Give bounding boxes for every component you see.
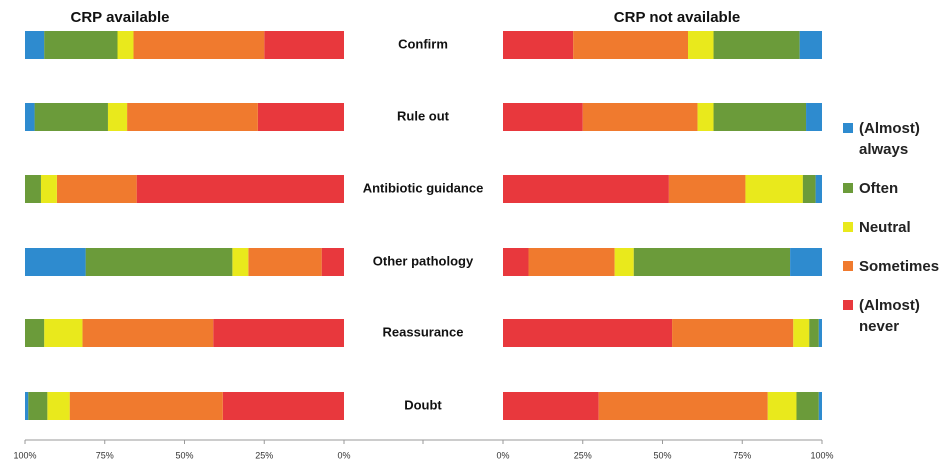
bar-segment xyxy=(799,31,822,59)
bar-segment xyxy=(688,31,714,59)
x-tick-label: 0% xyxy=(496,450,509,460)
legend-item: (Almost) never xyxy=(843,295,946,337)
bar-segment xyxy=(802,175,816,203)
legend-item: Neutral xyxy=(843,217,946,238)
legend-swatch xyxy=(843,300,853,310)
legend-swatch xyxy=(843,183,853,193)
bar-segment xyxy=(528,248,615,276)
bar-segment xyxy=(790,248,822,276)
x-tick-label: 75% xyxy=(733,450,751,460)
bar-segment xyxy=(264,31,344,59)
panel-title: CRP available xyxy=(71,9,170,26)
legend-item: Often xyxy=(843,178,946,199)
bar-segment xyxy=(107,103,128,131)
legend-item: Sometimes xyxy=(843,256,946,277)
bar-segment xyxy=(713,103,807,131)
legend-label: (Almost) always xyxy=(859,120,920,158)
bar-segment xyxy=(34,103,108,131)
bar-segment xyxy=(82,319,214,347)
category-label: Rule out xyxy=(397,108,450,123)
panel-title: CRP not available xyxy=(614,9,740,26)
legend-swatch xyxy=(843,261,853,271)
bar-segment xyxy=(133,31,265,59)
category-label: Confirm xyxy=(398,36,448,51)
bar-segment xyxy=(248,248,322,276)
bar-segment xyxy=(503,392,599,420)
x-tick-label: 75% xyxy=(96,450,114,460)
bar-segment xyxy=(40,175,57,203)
bar-segment xyxy=(25,392,29,420)
bar-segment xyxy=(806,103,822,131)
legend-swatch xyxy=(843,222,853,232)
bar-segment xyxy=(25,248,86,276)
bar-segment xyxy=(44,31,118,59)
bar-segment xyxy=(796,392,819,420)
bar-segment xyxy=(47,392,70,420)
bar-segment xyxy=(818,319,822,347)
x-tick-label: 100% xyxy=(810,450,833,460)
legend-label: Neutral xyxy=(859,219,911,236)
bar-segment xyxy=(767,392,797,420)
bar-segment xyxy=(815,175,822,203)
category-label: Antibiotic guidance xyxy=(363,180,484,195)
bar-segment xyxy=(633,248,791,276)
bar-segment xyxy=(713,31,800,59)
bar-segment xyxy=(117,31,134,59)
bar-segment xyxy=(257,103,344,131)
legend-label: Often xyxy=(859,180,899,197)
bar-segment xyxy=(127,103,258,131)
bar-segment xyxy=(25,175,41,203)
bar-segment xyxy=(793,319,810,347)
bar-segment xyxy=(697,103,714,131)
bar-segment xyxy=(573,31,689,59)
bar-segment xyxy=(321,248,344,276)
bar-segment xyxy=(44,319,83,347)
category-label: Doubt xyxy=(404,397,442,412)
bar-segment xyxy=(136,175,344,203)
bar-segment xyxy=(503,31,574,59)
bar-segment xyxy=(213,319,344,347)
bar-segment xyxy=(668,175,746,203)
bar-segment xyxy=(56,175,137,203)
x-tick-label: 50% xyxy=(653,450,671,460)
bar-segment xyxy=(222,392,344,420)
category-label: Other pathology xyxy=(373,253,474,268)
bar-segment xyxy=(232,248,249,276)
legend-item: (Almost) always xyxy=(843,118,946,160)
bar-segment xyxy=(818,392,822,420)
bar-segment xyxy=(25,103,35,131)
x-tick-label: 25% xyxy=(255,450,273,460)
legend-swatch xyxy=(843,123,853,133)
category-label: Reassurance xyxy=(383,324,464,339)
bar-segment xyxy=(672,319,794,347)
bar-segment xyxy=(503,319,673,347)
bar-segment xyxy=(28,392,48,420)
bar-segment xyxy=(598,392,768,420)
bar-segment xyxy=(503,103,583,131)
x-tick-label: 25% xyxy=(574,450,592,460)
bar-segment xyxy=(745,175,803,203)
bar-segment xyxy=(25,31,45,59)
bar-segment xyxy=(25,319,45,347)
legend-label: (Almost) never xyxy=(859,297,920,335)
x-tick-label: 100% xyxy=(13,450,36,460)
bar-segment xyxy=(809,319,819,347)
x-tick-label: 0% xyxy=(337,450,350,460)
bar-segment xyxy=(503,248,529,276)
legend: (Almost) always Often Neutral Sometimes (Alm… xyxy=(843,118,946,355)
bar-segment xyxy=(85,248,233,276)
bar-segment xyxy=(503,175,669,203)
bar-segment xyxy=(614,248,634,276)
bar-segment xyxy=(69,392,223,420)
legend-label: Sometimes xyxy=(859,258,940,275)
bar-segment xyxy=(582,103,698,131)
x-tick-label: 50% xyxy=(175,450,193,460)
